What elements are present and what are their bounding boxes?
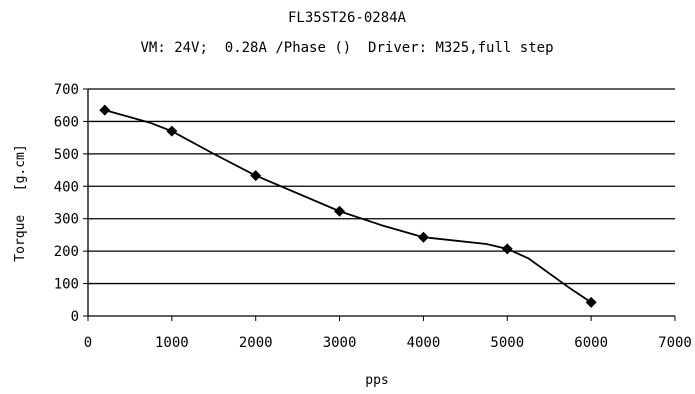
- x-tick-label-2000: 2000: [239, 335, 273, 351]
- series-line: [104, 109, 592, 304]
- gridlines: [88, 88, 675, 285]
- chart-subtitle: VM: 24V; 0.28A /Phase () Driver: M325,fu…: [140, 40, 553, 56]
- y-axis-label: Torque [g.cm]: [13, 144, 28, 261]
- y-tick-label-400: 400: [54, 179, 79, 195]
- data-markers: [99, 104, 597, 308]
- y-tick-label-600: 600: [54, 114, 79, 130]
- y-tick-label-0: 0: [71, 309, 79, 325]
- data-point-3000: [334, 205, 346, 217]
- data-point-4000: [417, 231, 429, 243]
- y-tick-label-700: 700: [54, 82, 79, 98]
- y-tick-label-500: 500: [54, 147, 79, 163]
- data-point-200: [99, 104, 111, 116]
- x-tick-label-3000: 3000: [323, 335, 357, 351]
- x-tick-label-4000: 4000: [407, 335, 441, 351]
- data-point-2000: [250, 170, 262, 182]
- chart-title: FL35ST26-0284A: [288, 10, 407, 26]
- y-tick-label-300: 300: [54, 212, 79, 228]
- axes: [87, 89, 675, 317]
- y-axis-ticks: 0 100 200 300 400 500 600 700: [54, 82, 88, 325]
- x-tick-label-7000: 7000: [658, 335, 692, 351]
- x-tick-label-6000: 6000: [574, 335, 608, 351]
- x-axis-ticks: 0 1000 2000 3000 4000 5000 6000 7000: [84, 316, 692, 351]
- x-tick-label-5000: 5000: [490, 335, 524, 351]
- y-tick-label-100: 100: [54, 277, 79, 293]
- data-point-5000: [501, 243, 513, 255]
- x-axis-label: pps: [365, 373, 388, 388]
- x-tick-label-1000: 1000: [155, 335, 189, 351]
- series-torque: [104, 109, 592, 304]
- y-tick-label-200: 200: [54, 244, 79, 260]
- x-tick-label-0: 0: [84, 335, 92, 351]
- data-point-1000: [166, 125, 178, 137]
- data-point-6000: [585, 296, 597, 308]
